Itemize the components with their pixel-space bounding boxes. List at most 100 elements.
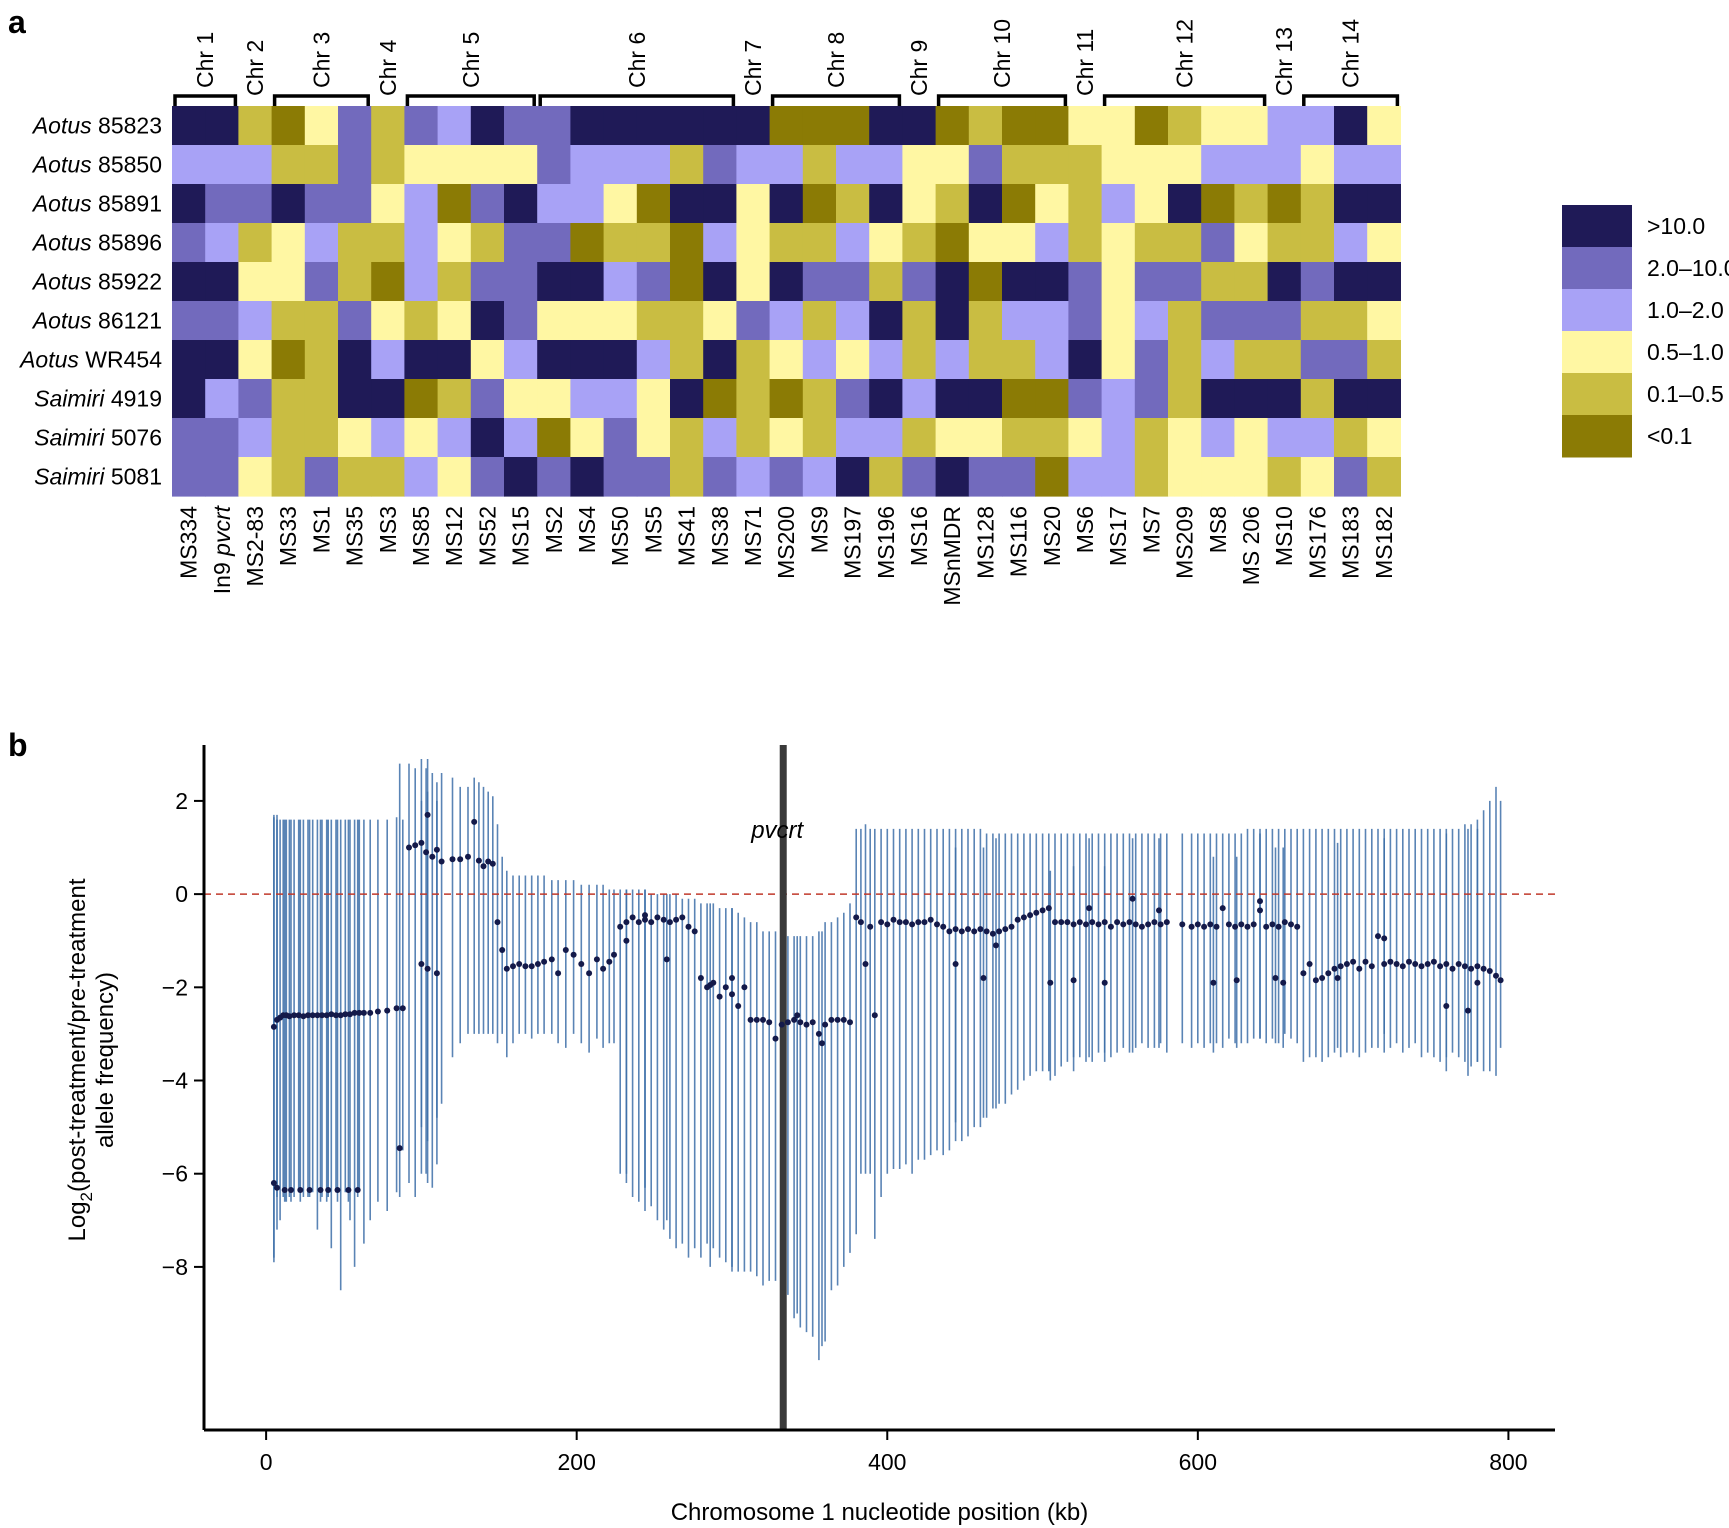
- heatmap-cell: [636, 457, 671, 497]
- pvcrt-marker: pvcrt: [750, 745, 805, 1430]
- y-axis-title: Log2(post-treatment/pre-treatment: [64, 878, 96, 1241]
- data-point: [1210, 979, 1217, 986]
- heatmap-cell: [1201, 145, 1235, 185]
- data-point: [946, 928, 953, 935]
- heatmap-cell: [703, 301, 737, 341]
- heatmap-cell: [172, 223, 206, 263]
- heatmap-cell: [570, 223, 605, 263]
- data-point: [1020, 914, 1027, 921]
- data-point: [562, 947, 569, 953]
- data-point: [449, 856, 456, 863]
- heatmap-cell: [172, 457, 206, 497]
- heatmap-cell: [404, 106, 439, 146]
- data-point: [760, 1016, 766, 1023]
- marker-name: MS41: [674, 506, 700, 566]
- marker-name: MS50: [607, 506, 633, 566]
- sample-label: Aotus 85922: [31, 269, 162, 295]
- heatmap-cell: [1101, 145, 1136, 185]
- heatmap-cell: [1234, 223, 1269, 263]
- data-point: [367, 1009, 374, 1016]
- y-tick-label: −6: [162, 1161, 188, 1187]
- data-point: [927, 916, 934, 923]
- data-point: [834, 1016, 841, 1023]
- y-title-rest: (post-treatment/pre-treatment: [64, 878, 91, 1192]
- chromosome-label: Chr 10: [989, 19, 1015, 88]
- heatmap-cell: [869, 457, 903, 497]
- data-point: [1486, 968, 1493, 974]
- data-point: [1281, 919, 1288, 926]
- heatmap-cell: [869, 223, 903, 263]
- marker-label: MS12: [441, 506, 467, 566]
- data-point: [766, 1019, 773, 1026]
- marker-label: MS15: [508, 506, 534, 566]
- data-point: [1188, 923, 1195, 930]
- data-point: [857, 919, 864, 926]
- heatmap-cell: [1367, 262, 1401, 302]
- heatmap-cell: [1234, 457, 1269, 497]
- data-point: [1157, 921, 1164, 928]
- marker-name: MS5: [640, 506, 666, 553]
- heatmap-cell: [869, 184, 903, 224]
- heatmap-cell: [570, 457, 605, 497]
- heatmap-cell: [271, 379, 306, 419]
- heatmap-cell: [736, 145, 771, 185]
- heatmap-cell: [1134, 145, 1169, 185]
- heatmap-cell: [371, 457, 405, 497]
- heatmap-cell: [968, 457, 1003, 497]
- heatmap-cell: [470, 301, 505, 341]
- heatmap-cell: [1300, 184, 1335, 224]
- data-point: [1381, 961, 1388, 967]
- heatmap-cell: [736, 262, 771, 302]
- data-point: [345, 1187, 352, 1193]
- heatmap-cell: [703, 340, 737, 380]
- data-point: [934, 921, 940, 928]
- heatmap-cell: [902, 457, 937, 497]
- y-axis-title-line2: allele frequency): [92, 972, 119, 1148]
- data-point: [1045, 905, 1052, 912]
- data-point: [1331, 965, 1338, 972]
- data-point: [1107, 923, 1114, 930]
- data-point: [980, 975, 987, 981]
- heatmap-cell: [1367, 145, 1401, 185]
- heatmap-cell: [1168, 106, 1202, 146]
- data-point: [617, 923, 624, 930]
- heatmap-cell: [437, 418, 472, 458]
- heatmap-cell: [670, 340, 704, 380]
- data-point: [1257, 907, 1263, 914]
- heatmap-cell: [836, 184, 870, 224]
- heatmap-cell: [1234, 145, 1269, 185]
- data-point: [1497, 977, 1504, 984]
- heatmap-cell: [404, 262, 439, 302]
- heatmap-cell: [769, 301, 804, 341]
- heatmap-cell: [205, 457, 239, 497]
- data-point: [1201, 923, 1208, 930]
- legend-swatch: [1562, 373, 1632, 416]
- heatmap-cell: [769, 379, 804, 419]
- data-point: [1461, 963, 1468, 970]
- data-point: [1033, 909, 1040, 916]
- data-point: [697, 975, 704, 981]
- heatmap-cell: [1367, 418, 1401, 458]
- data-point: [337, 1012, 344, 1019]
- data-point: [317, 1187, 324, 1193]
- heatmap-cell: [1035, 106, 1069, 146]
- sample-id: 85891: [92, 191, 162, 217]
- heatmap-cell: [304, 340, 339, 380]
- data-point: [1424, 961, 1431, 967]
- data-point: [1151, 919, 1158, 926]
- sample-id: 5076: [104, 425, 162, 451]
- heatmap-cell: [205, 223, 239, 263]
- data-point: [679, 914, 686, 921]
- heatmap-cell: [636, 301, 671, 341]
- heatmap-cell: [1267, 340, 1302, 380]
- marker-label: MS197: [840, 506, 866, 579]
- heatmap-cell: [1035, 145, 1069, 185]
- data-point: [333, 1012, 339, 1019]
- heatmap-cell: [1234, 340, 1269, 380]
- heatmap-cell: [371, 301, 405, 341]
- heatmap-cell: [537, 262, 571, 302]
- heatmap-cell: [437, 145, 472, 185]
- chromosome-label: Chr 3: [308, 32, 334, 88]
- marker-name: MS8: [1205, 506, 1231, 553]
- heatmap-cell: [1168, 223, 1202, 263]
